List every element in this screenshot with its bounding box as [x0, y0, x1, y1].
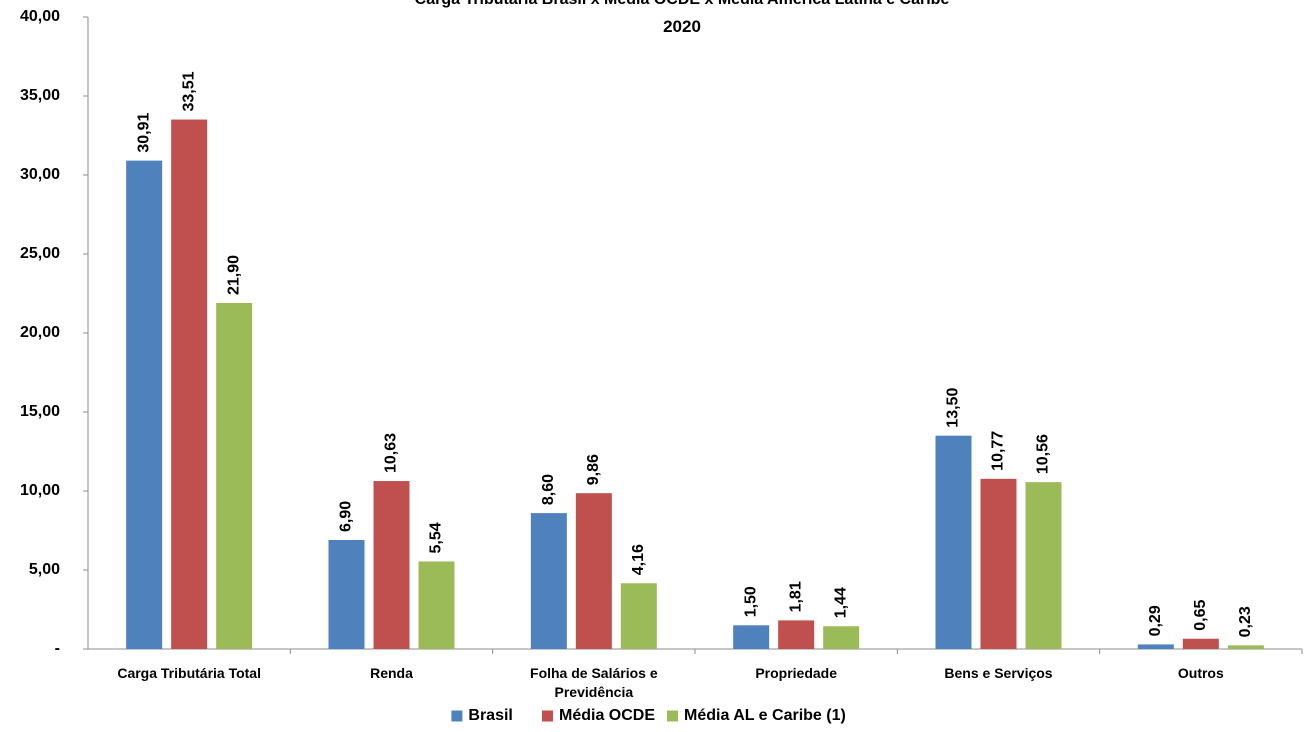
data-label: 21,90 [225, 255, 242, 295]
bar [733, 625, 770, 649]
data-label: 8,60 [540, 474, 557, 505]
x-tick-label: Renda [370, 665, 413, 681]
bar [418, 561, 455, 649]
data-label: 1,50 [742, 586, 759, 617]
y-tick-label: 20,00 [20, 324, 60, 341]
x-tick-label: Bens e Serviços [944, 665, 1052, 681]
bar [778, 620, 815, 649]
bar [620, 583, 657, 649]
y-tick-label: 15,00 [20, 403, 60, 420]
y-tick-label: - [55, 640, 60, 657]
data-label: 10,77 [990, 431, 1007, 471]
bar [126, 160, 163, 649]
bars [126, 119, 1264, 650]
data-label: 4,16 [630, 544, 647, 575]
bar [373, 481, 410, 649]
y-tick-label: 10,00 [20, 482, 60, 499]
data-label: 1,44 [832, 587, 849, 618]
legend: Brasil Média OCDE Média AL e Caribe (1) [451, 707, 846, 724]
bar [980, 478, 1017, 649]
bar [216, 302, 253, 649]
chart-subtitle: 2020 [663, 17, 701, 36]
data-label: 9,86 [585, 454, 602, 485]
x-tick-labels: Carga Tributária Total Renda Folha de Salá… [117, 665, 1224, 700]
bar [1182, 638, 1219, 649]
data-label: 1,81 [787, 581, 804, 612]
x-tick-label: Outros [1178, 665, 1224, 681]
bar [935, 435, 972, 649]
data-label: 33,51 [180, 71, 197, 111]
bar [1227, 645, 1264, 649]
y-tick-label: 30,00 [20, 166, 60, 183]
y-tick-label: 40,00 [20, 8, 60, 25]
legend-label: Brasil [468, 707, 512, 724]
chart-title: Carga Tributária Brasil x Média OCDE x M… [415, 0, 950, 8]
data-label: 6,90 [338, 501, 355, 532]
legend-label: Média AL e Caribe (1) [684, 707, 846, 724]
data-label: 0,29 [1147, 605, 1164, 636]
data-labels: 30,91 33,51 21,90 6,90 10,63 5,54 8,60 9,86 4,16… [135, 71, 1254, 637]
bar [575, 493, 612, 649]
bar [530, 513, 567, 649]
data-label: 13,50 [945, 388, 962, 428]
data-label: 30,91 [135, 112, 152, 152]
legend-swatch [451, 710, 463, 722]
axes: - 5,00 10,00 15,00 20,00 25,00 30,00 35,00 40,00 [20, 8, 1303, 657]
x-tick-label: Carga Tributária Total [117, 665, 261, 681]
x-tick-label: Previdência [555, 684, 634, 700]
y-tick-label: 35,00 [20, 87, 60, 104]
bar [171, 119, 208, 650]
data-label: 10,56 [1035, 434, 1052, 474]
data-label: 0,65 [1192, 599, 1209, 630]
bar [328, 539, 365, 649]
y-tick-label: 25,00 [20, 245, 60, 262]
data-label: 5,54 [428, 522, 445, 553]
x-tick-label: Propriedade [755, 665, 837, 681]
data-label: 10,63 [383, 433, 400, 473]
x-tick-label: Folha de Salários e [530, 665, 658, 681]
bar [1025, 482, 1062, 649]
legend-swatch [542, 710, 553, 722]
y-tick-label: 5,00 [29, 561, 60, 578]
legend-label: Média OCDE [559, 707, 655, 724]
bar [823, 626, 860, 649]
legend-swatch [667, 710, 678, 722]
data-label: 0,23 [1237, 606, 1254, 637]
bar [1137, 644, 1174, 649]
